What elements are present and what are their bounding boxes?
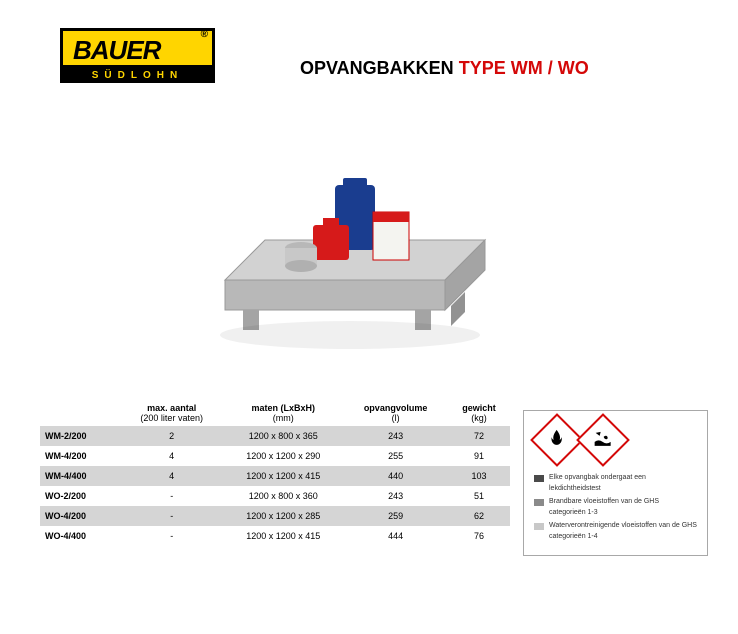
title-type: TYPE WM / WO [459,58,589,78]
logo-subtitle: SÜDLOHN [60,68,215,83]
hazard-legend: Elke opvangbak ondergaat een lekdichthei… [534,473,697,542]
table-row: WM-2/20021200 x 800 x 36524372 [40,426,510,446]
logo-brand: BAUER [73,35,160,66]
legend-item: Waterverontreinigende vloeistoffen van d… [549,521,697,542]
title-main: OPVANGBAKKEN [300,58,454,78]
product-image [195,130,505,360]
table-row: WM-4/40041200 x 1200 x 415440103 [40,466,510,486]
page-title: OPVANGBAKKEN TYPE WM / WO [300,58,589,79]
legend-item: Elke opvangbak ondergaat een lekdichthei… [549,473,697,494]
logo: BAUER ® SÜDLOHN [60,28,215,83]
table-row: WO-4/400-1200 x 1200 x 41544476 [40,526,510,546]
logo-registered: ® [201,29,208,40]
col-maten: maten (LxBxH)(mm) [223,400,343,426]
hazard-info-box: Elke opvangbak ondergaat een lekdichthei… [523,410,708,556]
ghs-environment-icon [576,413,630,467]
col-opvang: opvangvolume(l) [343,400,448,426]
table-row: WM-4/20041200 x 1200 x 29025591 [40,446,510,466]
table-row: WO-4/200-1200 x 1200 x 28525962 [40,506,510,526]
col-max-aantal: max. aantal(200 liter vaten) [120,400,223,426]
col-gewicht: gewicht(kg) [448,400,510,426]
table-row: WO-2/200-1200 x 800 x 36024351 [40,486,510,506]
specs-table: max. aantal(200 liter vaten) maten (LxBx… [40,400,510,546]
legend-item: Brandbare vloeistoffen van de GHS catego… [549,497,697,518]
